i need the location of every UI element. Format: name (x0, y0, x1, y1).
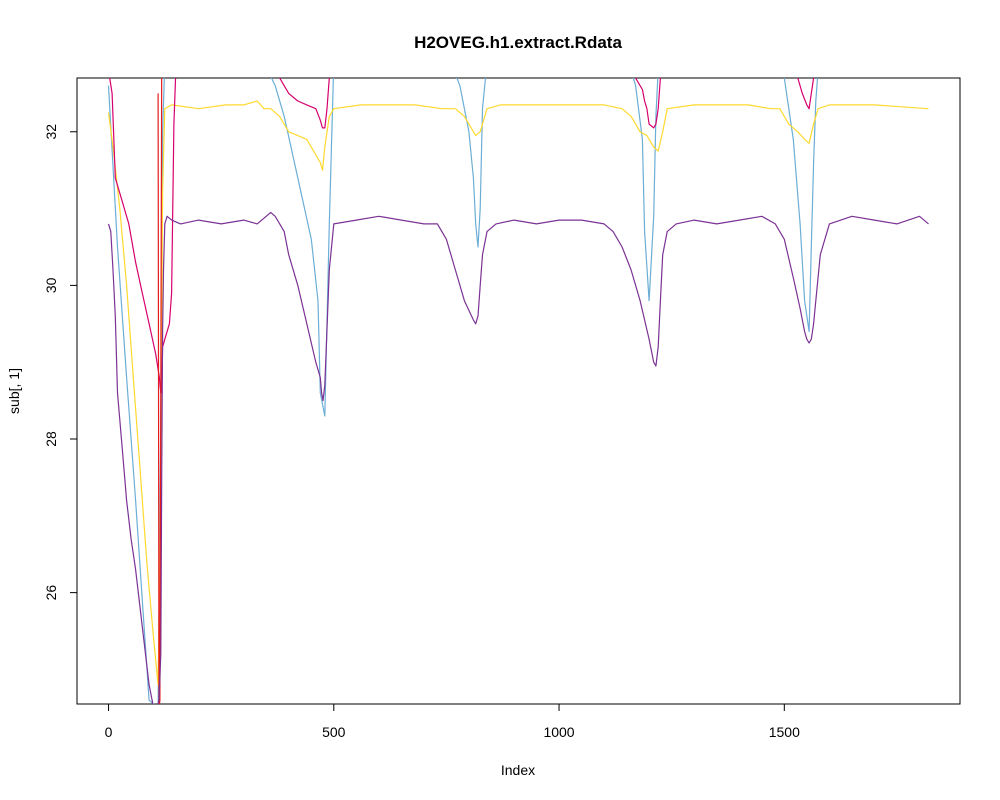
x-tick-label: 1000 (543, 724, 574, 740)
series-layer (107, 78, 929, 704)
series-line-2 (107, 100, 929, 686)
series-line-3 (109, 78, 815, 394)
y-axis-label: sub[, 1] (6, 368, 22, 414)
series-line-5 (107, 211, 929, 704)
y-tick-label: 28 (43, 431, 59, 447)
x-axis-label: Index (501, 762, 535, 778)
x-tick-label: 0 (105, 724, 113, 740)
plot-frame (76, 77, 961, 705)
x-tick-label: 500 (322, 724, 346, 740)
y-tick-label: 26 (43, 585, 59, 601)
series-line-4 (157, 78, 163, 704)
y-tick-label: 32 (43, 124, 59, 140)
series-line-1 (107, 78, 819, 704)
chart-title: H2OVEG.h1.extract.Rdata (414, 33, 622, 52)
x-tick-label: 1500 (769, 724, 800, 740)
y-axis: 26 28 30 32 (43, 124, 78, 601)
x-axis: 0 500 1000 1500 (105, 703, 800, 740)
y-tick-label: 30 (43, 277, 59, 293)
